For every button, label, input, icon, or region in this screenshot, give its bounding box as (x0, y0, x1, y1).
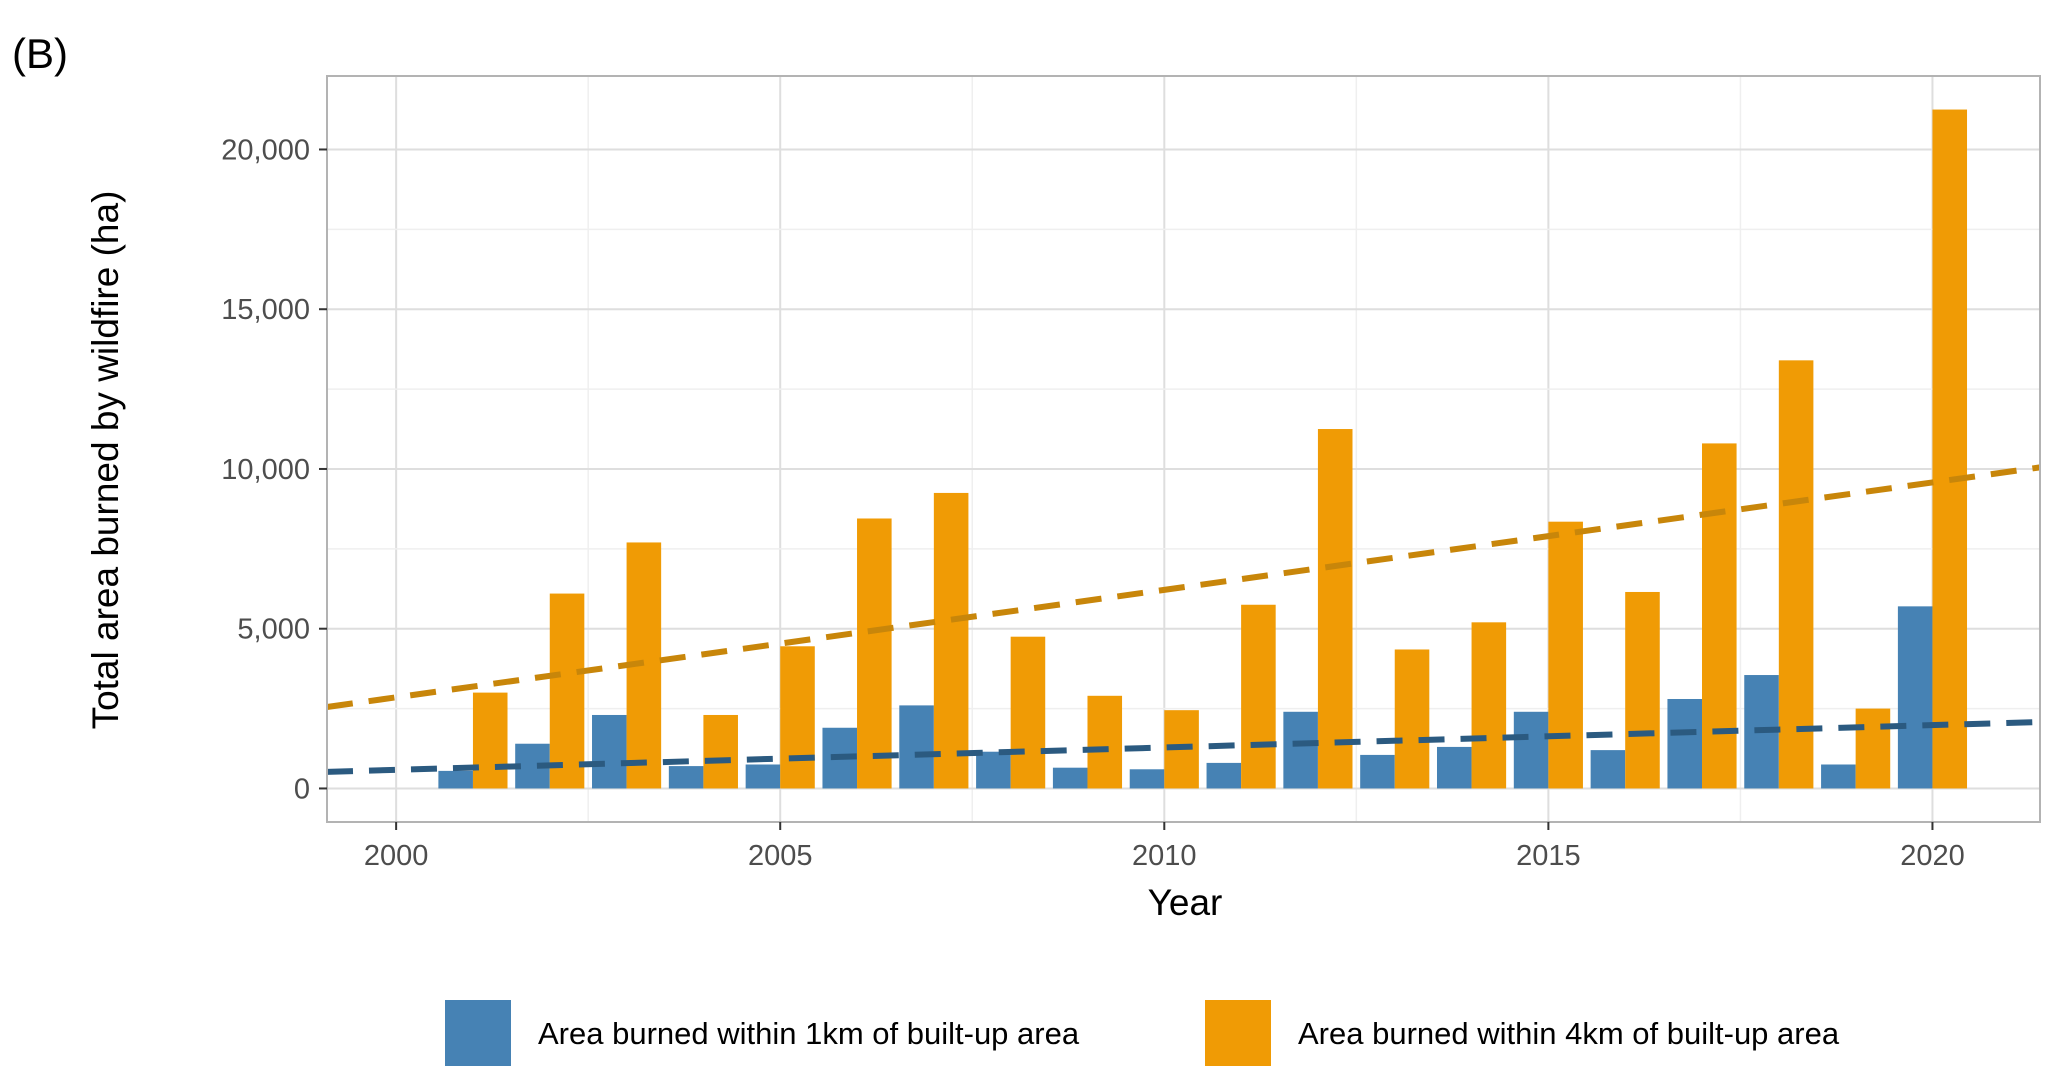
bar-4km-2009 (1087, 695, 1123, 789)
bar-4km-2012 (1317, 429, 1353, 789)
bar-1km-2019 (1821, 764, 1856, 789)
bar-4km-2019 (1855, 708, 1891, 789)
bar-1km-2020 (1897, 606, 1933, 789)
bar-1km-2017 (1667, 698, 1703, 789)
bar-1km-2008 (976, 751, 1011, 789)
bar-4km-2016 (1625, 591, 1660, 789)
bar-4km-2005 (780, 646, 815, 789)
legend-label-1km: Area burned within 1km of built-up area (538, 1016, 1080, 1051)
bar-4km-2001 (472, 692, 508, 789)
trend-lines (326, 464, 2041, 775)
bar-4km-2011 (1241, 604, 1276, 789)
panel-label: (B) (12, 30, 68, 77)
bar-1km-2005 (745, 764, 781, 789)
bar-1km-2014 (1436, 746, 1472, 789)
bar-4km-2008 (1010, 636, 1046, 789)
bar-4km-2006 (857, 518, 892, 789)
bar-1km-2010 (1129, 769, 1165, 789)
bar-4km-2007 (933, 492, 969, 789)
bar-4km-2020 (1932, 109, 1968, 789)
bar-1km-2013 (1360, 754, 1395, 789)
legend: Area burned within 1km of built-up area A… (445, 1000, 1840, 1066)
y-axis-title: Total area burned by wildfire (ha) (85, 191, 126, 730)
legend-key-1km (445, 1000, 511, 1066)
y-tick-label: 5,000 (237, 614, 310, 646)
bar-4km-2018 (1778, 360, 1814, 789)
bar-4km-2015 (1548, 521, 1583, 789)
legend-label-4km: Area burned within 4km of built-up area (1298, 1016, 1840, 1051)
bar-1km-2003 (592, 714, 627, 789)
bars (438, 109, 1968, 789)
bar-1km-2011 (1206, 762, 1242, 789)
bar-4km-2013 (1394, 649, 1430, 789)
x-tick-label: 2005 (748, 840, 813, 872)
bar-4km-2017 (1702, 443, 1737, 789)
x-tick-label: 2000 (364, 840, 429, 872)
y-tick-label: 20,000 (221, 134, 310, 166)
bar-1km-2015 (1513, 711, 1549, 789)
bar-1km-2012 (1283, 711, 1318, 789)
trend-line-4km (326, 464, 2041, 710)
bar-1km-2009 (1052, 767, 1088, 789)
x-axis-title: Year (1148, 882, 1223, 923)
bar-1km-2007 (899, 705, 934, 789)
x-tick-label: 2020 (1900, 840, 1965, 872)
bar-4km-2002 (549, 593, 585, 789)
bar-1km-2016 (1590, 750, 1626, 789)
x-tick-label: 2015 (1516, 840, 1581, 872)
legend-key-4km (1205, 1000, 1271, 1066)
plot-panel-border (326, 75, 2041, 823)
x-tick-label: 2010 (1132, 840, 1197, 872)
bar-1km-2004 (668, 766, 704, 789)
y-tick-label: 15,000 (221, 294, 310, 326)
trend-line-1km (326, 719, 2041, 775)
bar-4km-2014 (1471, 622, 1507, 789)
bar-4km-2004 (703, 714, 738, 789)
grid-lines (327, 76, 2040, 822)
y-tick-label: 0 (294, 773, 310, 805)
bar-1km-2001 (438, 770, 473, 789)
x-axis-ticks: 2000 2005 2010 2015 2020 (364, 822, 1965, 872)
y-axis-ticks: 0 5,000 10,000 15,000 20,000 (221, 134, 327, 805)
y-tick-label: 10,000 (221, 454, 310, 486)
